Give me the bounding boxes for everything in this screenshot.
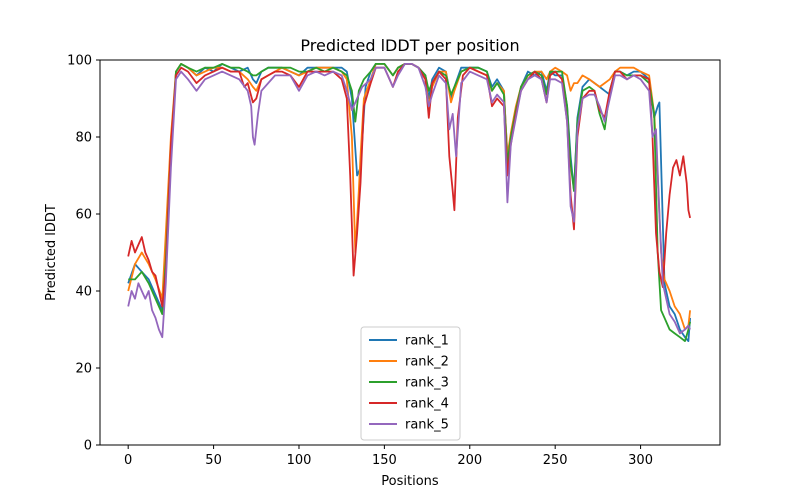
legend-label-rank_5: rank_5: [405, 418, 449, 433]
x-tick-label: 200: [457, 453, 482, 468]
y-tick-label: 80: [75, 131, 92, 146]
x-tick-label: 250: [543, 453, 568, 468]
series-line-rank_4: [127, 63, 691, 308]
legend-label-rank_3: rank_3: [405, 376, 449, 391]
legend-box: [360, 326, 461, 441]
chart-title: Predicted lDDT per position: [300, 36, 519, 55]
y-axis-label: Predicted lDDT: [44, 204, 59, 301]
y-tick-label: 40: [75, 285, 92, 300]
x-tick-label: 300: [628, 453, 653, 468]
y-tick-label: 60: [75, 208, 92, 223]
y-tick-label: 100: [67, 54, 92, 69]
y-tick-label: 20: [75, 362, 92, 377]
x-tick-label: 150: [372, 453, 397, 468]
y-tick-label: 0: [84, 439, 92, 454]
series-line-rank_5: [127, 63, 691, 339]
x-tick-label: 50: [205, 453, 222, 468]
legend-label-rank_4: rank_4: [405, 397, 449, 412]
legend-label-rank_1: rank_1: [405, 334, 449, 349]
x-tick-label: 0: [124, 453, 132, 468]
x-axis-label: Positions: [381, 474, 439, 489]
y-axis: 0 20 40 60 80 100: [67, 54, 100, 454]
x-tick-label: 100: [287, 453, 312, 468]
plot-frame: [99, 59, 721, 446]
legend-label-rank_2: rank_2: [405, 355, 449, 370]
x-axis: 0 50 100 150 200 250 300: [124, 445, 653, 468]
series-layer: [127, 63, 691, 342]
legend: rank_1 rank_2 rank_3 rank_4 rank_5: [360, 326, 461, 441]
